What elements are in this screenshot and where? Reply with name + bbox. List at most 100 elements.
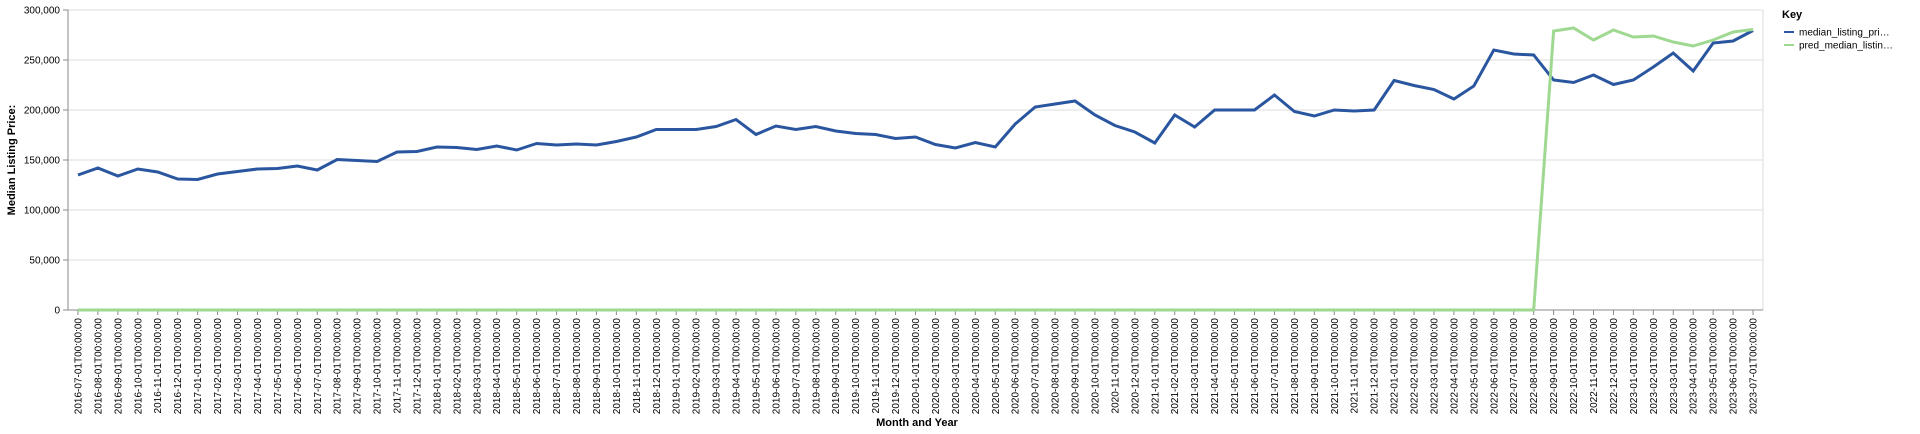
x-tick-label: 2019-05-01T00:00:00 [751, 318, 762, 415]
x-tick-label: 2020-02-01T00:00:00 [931, 318, 942, 415]
x-tick-label: 2018-02-01T00:00:00 [452, 318, 463, 415]
x-tick-label: 2017-04-01T00:00:00 [253, 318, 264, 415]
x-tick-label: 2017-01-01T00:00:00 [193, 318, 204, 415]
x-tick-label: 2017-06-01T00:00:00 [293, 318, 304, 415]
x-tick-label: 2021-01-01T00:00:00 [1150, 318, 1161, 415]
x-tick-label: 2020-05-01T00:00:00 [991, 318, 1002, 415]
y-tick-label: 50,000 [29, 256, 60, 267]
x-tick-label: 2017-07-01T00:00:00 [313, 318, 324, 415]
x-tick-label: 2022-04-01T00:00:00 [1449, 318, 1460, 415]
x-tick-label: 2017-02-01T00:00:00 [213, 318, 224, 415]
x-tick-label: 2017-03-01T00:00:00 [233, 318, 244, 415]
x-tick-label: 2017-05-01T00:00:00 [273, 318, 284, 415]
series-line [77, 29, 1754, 182]
x-tick-label: 2023-01-01T00:00:00 [1629, 318, 1640, 415]
x-tick-label: 2021-10-01T00:00:00 [1330, 318, 1341, 415]
x-tick-label: 2020-06-01T00:00:00 [1011, 318, 1022, 415]
x-tick-label: 2018-08-01T00:00:00 [572, 318, 583, 415]
x-tick-label: 2017-09-01T00:00:00 [353, 318, 364, 415]
x-tick-label: 2022-05-01T00:00:00 [1469, 318, 1480, 415]
y-tick-label: 150,000 [24, 156, 61, 167]
x-tick-label: 2016-09-01T00:00:00 [113, 318, 124, 415]
x-tick-label: 2019-02-01T00:00:00 [692, 318, 703, 415]
x-tick-label: 2019-11-01T00:00:00 [871, 318, 882, 414]
legend-label: pred_median_listin… [1799, 41, 1893, 52]
x-tick-label: 2018-12-01T00:00:00 [652, 318, 663, 415]
series-line [77, 26, 1754, 312]
x-tick-label: 2017-08-01T00:00:00 [333, 318, 344, 415]
x-tick-label: 2021-04-01T00:00:00 [1210, 318, 1221, 415]
x-tick-label: 2022-02-01T00:00:00 [1410, 318, 1421, 415]
x-tick-label: 2017-12-01T00:00:00 [412, 318, 423, 415]
y-tick-label: 0 [54, 306, 60, 317]
x-tick-label: 2023-03-01T00:00:00 [1669, 318, 1680, 415]
x-tick-label: 2021-12-01T00:00:00 [1370, 318, 1381, 415]
legend-title: Key [1782, 9, 1803, 21]
x-tick-label: 2021-03-01T00:00:00 [1190, 318, 1201, 415]
x-tick-label: 2018-10-01T00:00:00 [612, 318, 623, 415]
x-tick-label: 2023-06-01T00:00:00 [1729, 318, 1740, 415]
x-tick-label: 2020-01-01T00:00:00 [911, 318, 922, 415]
x-tick-label: 2021-07-01T00:00:00 [1270, 318, 1281, 415]
x-tick-label: 2019-07-01T00:00:00 [791, 318, 802, 415]
x-tick-label: 2023-07-01T00:00:00 [1749, 318, 1760, 415]
x-tick-label: 2023-04-01T00:00:00 [1689, 318, 1700, 415]
x-tick-label: 2017-10-01T00:00:00 [373, 318, 384, 415]
x-tick-label: 2022-12-01T00:00:00 [1609, 318, 1620, 415]
x-tick-label: 2022-07-01T00:00:00 [1509, 318, 1520, 415]
x-tick-label: 2019-09-01T00:00:00 [831, 318, 842, 415]
x-tick-label: 2018-09-01T00:00:00 [592, 318, 603, 415]
x-tick-label: 2019-04-01T00:00:00 [732, 318, 743, 415]
x-tick-label: 2020-07-01T00:00:00 [1031, 318, 1042, 415]
x-tick-label: 2022-10-01T00:00:00 [1569, 318, 1580, 415]
x-tick-label: 2019-03-01T00:00:00 [712, 318, 723, 415]
x-tick-label: 2017-11-01T00:00:00 [393, 318, 404, 414]
x-tick-label: 2022-03-01T00:00:00 [1429, 318, 1440, 415]
x-tick-label: 2020-11-01T00:00:00 [1110, 318, 1121, 414]
x-tick-label: 2018-07-01T00:00:00 [552, 318, 563, 415]
x-tick-label: 2023-05-01T00:00:00 [1709, 318, 1720, 415]
x-tick-label: 2022-11-01T00:00:00 [1589, 318, 1600, 414]
x-tick-label: 2018-01-01T00:00:00 [432, 318, 443, 415]
x-tick-label: 2018-05-01T00:00:00 [512, 318, 523, 415]
x-tick-label: 2019-12-01T00:00:00 [891, 318, 902, 415]
x-tick-label: 2020-04-01T00:00:00 [971, 318, 982, 415]
x-tick-label: 2022-09-01T00:00:00 [1549, 318, 1560, 415]
x-tick-label: 2023-02-01T00:00:00 [1649, 318, 1660, 415]
y-tick-label: 200,000 [24, 106, 61, 117]
y-axis-title: Median Listing Price: [6, 105, 18, 216]
x-tick-label: 2021-08-01T00:00:00 [1290, 318, 1301, 415]
y-tick-label: 300,000 [24, 6, 61, 17]
y-tick-label: 100,000 [24, 206, 61, 217]
x-tick-label: 2016-08-01T00:00:00 [93, 318, 104, 415]
x-tick-label: 2018-11-01T00:00:00 [632, 318, 643, 414]
x-tick-label: 2019-06-01T00:00:00 [771, 318, 782, 415]
x-tick-label: 2021-09-01T00:00:00 [1310, 318, 1321, 415]
x-tick-label: 2019-08-01T00:00:00 [811, 318, 822, 415]
x-tick-label: 2016-11-01T00:00:00 [153, 318, 164, 414]
x-tick-label: 2020-08-01T00:00:00 [1051, 318, 1062, 415]
x-axis-title: Month and Year [876, 417, 958, 429]
x-tick-label: 2022-08-01T00:00:00 [1529, 318, 1540, 415]
x-tick-label: 2021-05-01T00:00:00 [1230, 318, 1241, 415]
x-tick-label: 2021-02-01T00:00:00 [1170, 318, 1181, 415]
x-tick-label: 2022-01-01T00:00:00 [1390, 318, 1401, 415]
x-tick-label: 2021-11-01T00:00:00 [1350, 318, 1361, 414]
x-tick-label: 2018-03-01T00:00:00 [472, 318, 483, 415]
x-tick-label: 2016-12-01T00:00:00 [173, 318, 184, 415]
y-tick-label: 250,000 [24, 56, 61, 67]
x-tick-label: 2020-10-01T00:00:00 [1090, 318, 1101, 415]
x-tick-label: 2016-07-01T00:00:00 [73, 318, 84, 415]
x-tick-label: 2016-10-01T00:00:00 [133, 318, 144, 415]
x-tick-label: 2022-06-01T00:00:00 [1489, 318, 1500, 415]
x-tick-label: 2018-04-01T00:00:00 [492, 318, 503, 415]
x-tick-label: 2018-06-01T00:00:00 [532, 318, 543, 415]
legend-label: median_listing_pri… [1799, 28, 1890, 39]
x-tick-label: 2019-10-01T00:00:00 [851, 318, 862, 415]
x-tick-label: 2020-03-01T00:00:00 [951, 318, 962, 415]
x-tick-label: 2021-06-01T00:00:00 [1250, 318, 1261, 415]
x-tick-label: 2019-01-01T00:00:00 [672, 318, 683, 415]
x-tick-label: 2020-09-01T00:00:00 [1071, 318, 1082, 415]
